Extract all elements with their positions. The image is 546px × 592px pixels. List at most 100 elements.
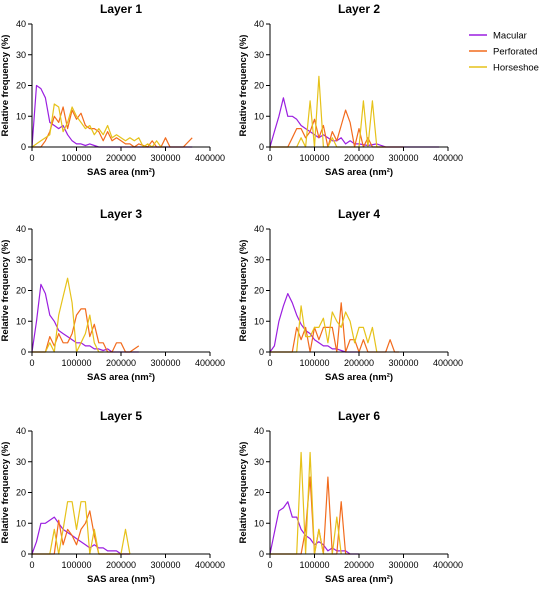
x-axis-title: SAS area (nm²) — [325, 574, 393, 585]
y-tick-label: 30 — [16, 50, 26, 60]
series-line-macular — [269, 293, 359, 353]
y-tick-label: 40 — [254, 426, 264, 436]
panel-title: Layer 3 — [100, 207, 142, 221]
x-tick-label: 0 — [29, 358, 34, 368]
series-line-horseshoe — [270, 305, 378, 353]
y-tick-label: 30 — [254, 457, 264, 467]
panel-title: Layer 5 — [100, 409, 142, 423]
x-tick-label: 200000 — [344, 153, 374, 163]
chart-panel-layer-3: Layer 3 0 10 20 30 40 0 100000 200000 300000 40000… — [0, 207, 225, 383]
x-tick-label: 100000 — [61, 560, 91, 570]
x-tick-label: 200000 — [106, 560, 136, 570]
legend-item-macular: Macular — [469, 31, 527, 42]
series-line-perforated — [270, 302, 399, 353]
series-line-perforated — [270, 476, 351, 555]
chart-panel-layer-1: Layer 1 0 10 20 30 40 0 100000 200000 300000 40000… — [0, 2, 225, 178]
y-tick-label: 30 — [254, 255, 264, 265]
y-axis-title: Relative frequency (%) — [238, 240, 249, 342]
y-axis-title: Relative frequency (%) — [238, 442, 249, 544]
x-tick-label: 0 — [267, 153, 272, 163]
y-tick-label: 10 — [254, 111, 264, 121]
panel-title: Layer 4 — [338, 207, 380, 221]
y-tick-label: 20 — [254, 488, 264, 498]
x-tick-label: 0 — [29, 153, 34, 163]
x-tick-label: 200000 — [344, 560, 374, 570]
series-line-horseshoe — [31, 103, 166, 148]
x-tick-label: 300000 — [150, 560, 180, 570]
panel-title: Layer 1 — [100, 2, 142, 16]
y-tick-label: 30 — [254, 50, 264, 60]
y-tick-label: 10 — [254, 316, 264, 326]
chart-panel-layer-5: Layer 5 0 10 20 30 40 0 100000 200000 300000 40000… — [0, 409, 225, 585]
y-tick-label: 20 — [254, 286, 264, 296]
x-tick-label: 400000 — [195, 358, 225, 368]
y-axis-title: Relative frequency (%) — [0, 442, 11, 544]
y-tick-label: 40 — [254, 19, 264, 29]
x-axis-title: SAS area (nm²) — [87, 167, 155, 178]
legend-item-horseshoe: Horseshoe — [469, 63, 539, 74]
y-tick-label: 40 — [254, 224, 264, 234]
x-tick-label: 200000 — [106, 358, 136, 368]
y-tick-label: 0 — [21, 142, 26, 152]
x-tick-label: 100000 — [299, 358, 329, 368]
x-tick-label: 100000 — [299, 560, 329, 570]
x-tick-label: 400000 — [195, 153, 225, 163]
legend-item-perforated: Perforated — [469, 47, 537, 58]
series-line-perforated — [270, 109, 404, 148]
series-line-perforated — [32, 510, 130, 555]
x-tick-label: 0 — [267, 358, 272, 368]
x-tick-label: 0 — [267, 560, 272, 570]
series-line-macular — [269, 97, 440, 148]
panel-title: Layer 6 — [338, 409, 380, 423]
x-axis-title: SAS area (nm²) — [87, 372, 155, 383]
x-tick-label: 300000 — [150, 153, 180, 163]
y-tick-label: 30 — [16, 457, 26, 467]
legend-label: Perforated — [493, 47, 537, 58]
legend-label: Macular — [493, 31, 527, 42]
series-line-horseshoe — [32, 277, 104, 353]
series-line-horseshoe — [32, 501, 131, 555]
y-tick-label: 40 — [16, 224, 26, 234]
y-tick-label: 20 — [16, 488, 26, 498]
y-tick-label: 10 — [16, 316, 26, 326]
legend-label: Horseshoe — [493, 63, 539, 74]
x-axis-title: SAS area (nm²) — [87, 574, 155, 585]
y-axis-title: Relative frequency (%) — [238, 35, 249, 137]
x-tick-label: 100000 — [61, 358, 91, 368]
y-tick-label: 0 — [259, 549, 264, 559]
chart-panel-layer-4: Layer 4 0 10 20 30 40 0 100000 200000 300000 40000… — [238, 207, 463, 383]
y-tick-label: 10 — [16, 518, 26, 528]
chart-panel-layer-2: Layer 2 0 10 20 30 40 0 100000 200000 300000 40000… — [238, 2, 463, 178]
y-tick-label: 0 — [259, 142, 264, 152]
y-tick-label: 40 — [16, 19, 26, 29]
y-tick-label: 0 — [21, 549, 26, 559]
panel-title: Layer 2 — [338, 2, 380, 16]
y-axis-title: Relative frequency (%) — [0, 35, 11, 137]
x-axis-title: SAS area (nm²) — [325, 372, 393, 383]
x-tick-label: 300000 — [388, 358, 418, 368]
y-tick-label: 0 — [259, 347, 264, 357]
x-axis-title: SAS area (nm²) — [325, 167, 393, 178]
x-tick-label: 200000 — [106, 153, 136, 163]
x-tick-label: 400000 — [195, 560, 225, 570]
series-line-horseshoe — [270, 451, 342, 555]
x-tick-label: 100000 — [299, 153, 329, 163]
x-tick-label: 300000 — [150, 358, 180, 368]
x-tick-label: 0 — [29, 560, 34, 570]
x-tick-label: 300000 — [388, 153, 418, 163]
x-tick-label: 400000 — [433, 153, 463, 163]
y-tick-label: 10 — [16, 111, 26, 121]
y-tick-label: 40 — [16, 426, 26, 436]
y-tick-label: 20 — [16, 286, 26, 296]
y-tick-label: 10 — [254, 518, 264, 528]
y-tick-label: 20 — [16, 81, 26, 91]
series-line-macular — [31, 516, 130, 555]
y-tick-label: 20 — [254, 81, 264, 91]
y-tick-label: 0 — [21, 347, 26, 357]
legend: Macular Perforated Horseshoe — [469, 31, 539, 74]
x-tick-label: 400000 — [433, 358, 463, 368]
x-tick-label: 100000 — [61, 153, 91, 163]
series-line-horseshoe — [270, 75, 386, 148]
